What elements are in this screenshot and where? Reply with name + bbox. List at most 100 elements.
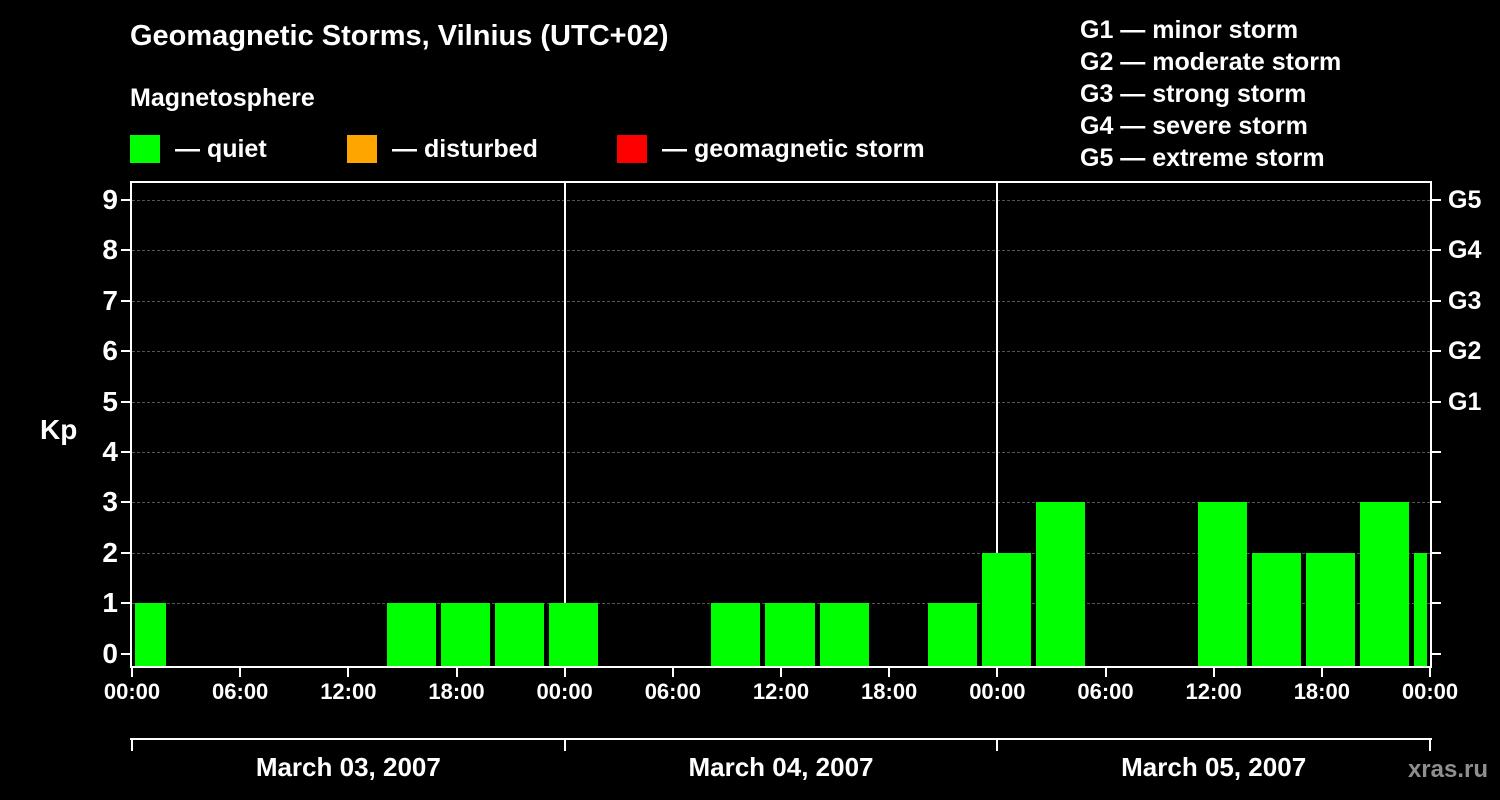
quiet-color-swatch <box>130 135 160 163</box>
y-axis-tick-left <box>121 602 130 605</box>
day-boundary-line <box>563 183 566 666</box>
storm-scale-item: G2 — moderate storm <box>1080 48 1342 76</box>
kp-bar <box>1252 552 1302 666</box>
x-axis-tick <box>239 668 242 677</box>
y-axis-tick-right <box>1432 400 1441 403</box>
x-axis-tick <box>1429 668 1431 677</box>
y-axis-tick-left <box>121 400 130 403</box>
y-axis-tick-right <box>1432 602 1441 605</box>
legend-item-label: — quiet <box>175 134 267 163</box>
y-axis-tick-left <box>121 652 130 655</box>
kp-gridline <box>132 502 1430 504</box>
y-axis-label: 2 <box>102 536 118 568</box>
legend-item-label: — disturbed <box>392 134 538 163</box>
y-axis-label: 3 <box>102 486 118 518</box>
date-label: March 05, 2007 <box>1121 752 1307 782</box>
day-boundary-line <box>996 183 999 666</box>
y-axis-tick-right <box>1432 199 1441 201</box>
kp-bar <box>981 552 1031 666</box>
y-axis-tick-left <box>121 299 130 302</box>
kp-bar <box>711 603 761 666</box>
right-axis-g-label: G5 <box>1448 186 1482 214</box>
date-label: March 03, 2007 <box>255 752 441 782</box>
date-axis-tick <box>1429 738 1431 751</box>
storm-scale-legend: G1 — minor storm G2 — moderate storm G3 — … <box>1080 14 1341 174</box>
y-axis-tick-right <box>1432 652 1441 655</box>
x-axis-time-label: 12:00 <box>1185 679 1242 704</box>
x-axis-tick <box>996 668 999 677</box>
y-axis-title: Kp <box>40 414 78 445</box>
kp-gridline <box>132 351 1430 353</box>
watermark-xras: xras.ru <box>1407 756 1488 783</box>
x-axis-tick <box>780 668 782 677</box>
right-axis-g-label: G3 <box>1448 286 1482 315</box>
y-axis-tick-right <box>1432 299 1441 302</box>
plot-inner-area <box>132 183 1430 666</box>
storm-scale-item: G3 — strong storm <box>1080 80 1307 108</box>
kp-gridline <box>132 552 1430 554</box>
y-axis-tick-left <box>121 350 130 353</box>
kp-gridline <box>132 250 1430 252</box>
kp-bar <box>1306 552 1356 666</box>
right-axis-g-label: G2 <box>1448 337 1482 366</box>
x-axis-time-label: 00:00 <box>1401 679 1459 704</box>
y-axis-tick-right <box>1432 551 1441 554</box>
x-axis-tick <box>1104 668 1107 677</box>
y-axis-label: 8 <box>102 234 118 266</box>
plot-area <box>130 181 1432 668</box>
y-axis-label: 4 <box>102 436 118 467</box>
x-axis-tick <box>1320 668 1323 677</box>
kp-gridline <box>132 401 1430 403</box>
x-axis-time-label: 18:00 <box>1293 679 1350 704</box>
legend-item-storm: — geomagnetic storm <box>617 135 925 163</box>
x-axis-tick <box>1212 668 1215 677</box>
y-axis-label: 7 <box>102 284 118 316</box>
date-axis-tick <box>996 738 999 751</box>
legend-item-disturbed: — disturbed <box>347 135 538 163</box>
y-axis-tick-left <box>121 249 130 252</box>
y-axis-tick-right <box>1432 249 1441 252</box>
chart-title: Geomagnetic Storms, Vilnius (UTC+02) <box>130 20 669 52</box>
kp-bar <box>765 603 815 666</box>
kp-bar <box>1198 502 1248 666</box>
y-axis-tick-right <box>1432 501 1441 504</box>
date-axis-tick <box>563 738 566 751</box>
storm-scale-item: G1 — minor storm <box>1080 16 1299 44</box>
y-axis-tick-left <box>121 451 130 453</box>
x-axis-time-label: 06:00 <box>644 679 701 704</box>
y-axis-label: 6 <box>102 335 118 367</box>
x-axis-time-label: 18:00 <box>428 679 485 704</box>
kp-gridline <box>132 200 1430 201</box>
x-axis-time-label: 00:00 <box>969 679 1026 704</box>
storm-scale-item: G5 — extreme storm <box>1080 144 1325 172</box>
y-axis-label: 1 <box>102 587 118 619</box>
x-axis-tick <box>671 668 674 677</box>
x-axis-tick <box>347 668 350 677</box>
y-axis-tick-right <box>1432 350 1441 353</box>
x-axis-time-label: 06:00 <box>212 679 269 704</box>
kp-bar <box>134 603 166 666</box>
x-axis-time-label: 00:00 <box>103 679 161 704</box>
legend-item-quiet: — quiet <box>130 135 267 163</box>
x-axis-time-label: 06:00 <box>1077 679 1134 704</box>
x-axis-tick <box>563 668 566 677</box>
disturbed-color-swatch <box>347 135 377 163</box>
kp-gridline <box>132 452 1430 453</box>
y-axis-tick-left <box>121 199 130 201</box>
x-axis-time-label: 12:00 <box>752 679 810 704</box>
storm-scale-item: G4 — severe storm <box>1080 112 1308 140</box>
date-axis-tick <box>131 738 133 751</box>
y-axis-tick-left <box>121 551 130 554</box>
x-axis-time-label: 18:00 <box>861 679 918 704</box>
chart-subtitle: Magnetosphere <box>130 84 315 112</box>
date-label: March 04, 2007 <box>688 752 874 782</box>
kp-bar <box>819 603 869 666</box>
kp-bar <box>495 603 545 666</box>
storm-color-swatch <box>617 135 647 163</box>
x-axis-time-label: 00:00 <box>536 679 593 704</box>
x-axis-time-label: 12:00 <box>320 679 377 704</box>
right-axis-g-label: G1 <box>1448 387 1482 416</box>
y-axis-label: 5 <box>102 385 118 417</box>
x-axis-tick <box>455 668 458 677</box>
